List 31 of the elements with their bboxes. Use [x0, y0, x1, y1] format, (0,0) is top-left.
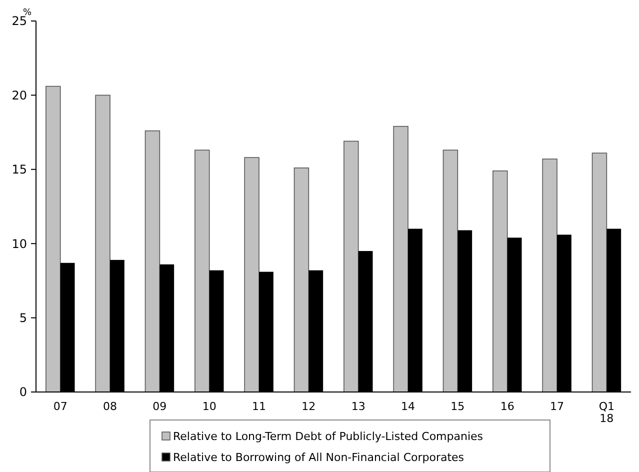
- x-tick-label: 07: [53, 400, 68, 413]
- y-tick-label: 20: [12, 88, 27, 102]
- bar: [244, 157, 260, 392]
- y-tick-label: 10: [12, 236, 27, 251]
- bar: [393, 126, 408, 392]
- bar: [95, 94, 110, 392]
- x-tick-label: Q1 18: [598, 400, 614, 426]
- x-tick-label: 17: [550, 400, 564, 413]
- x-tick-label: 15: [450, 400, 465, 413]
- bar: [144, 130, 160, 392]
- x-tick-label: 12: [302, 400, 316, 413]
- x-tick-label: 09: [152, 400, 167, 413]
- bar: [542, 158, 558, 392]
- bar: [492, 170, 508, 392]
- bar: [46, 86, 61, 392]
- bar: [294, 168, 310, 392]
- x-tick-label: 10: [202, 400, 216, 413]
- x-tick-label: 13: [351, 400, 366, 413]
- y-tick-label: 15: [12, 162, 27, 177]
- x-tick-label: 08: [103, 400, 118, 413]
- y-tick-label: 0: [19, 385, 27, 400]
- legend-label: Relative to Long-Term Debt of Publicly-Listed Companies: [173, 430, 484, 443]
- y-tick-label: 5: [19, 311, 27, 325]
- x-tick-label: 16: [500, 400, 514, 413]
- x-tick-label: 11: [252, 400, 266, 413]
- bar: [344, 140, 359, 392]
- x-tick-label: 14: [401, 400, 415, 413]
- bar: [442, 150, 458, 392]
- bar: [194, 150, 210, 392]
- legend-label: Relative to Borrowing of All Non-Financial Corporates: [173, 451, 464, 464]
- bar: [592, 152, 608, 392]
